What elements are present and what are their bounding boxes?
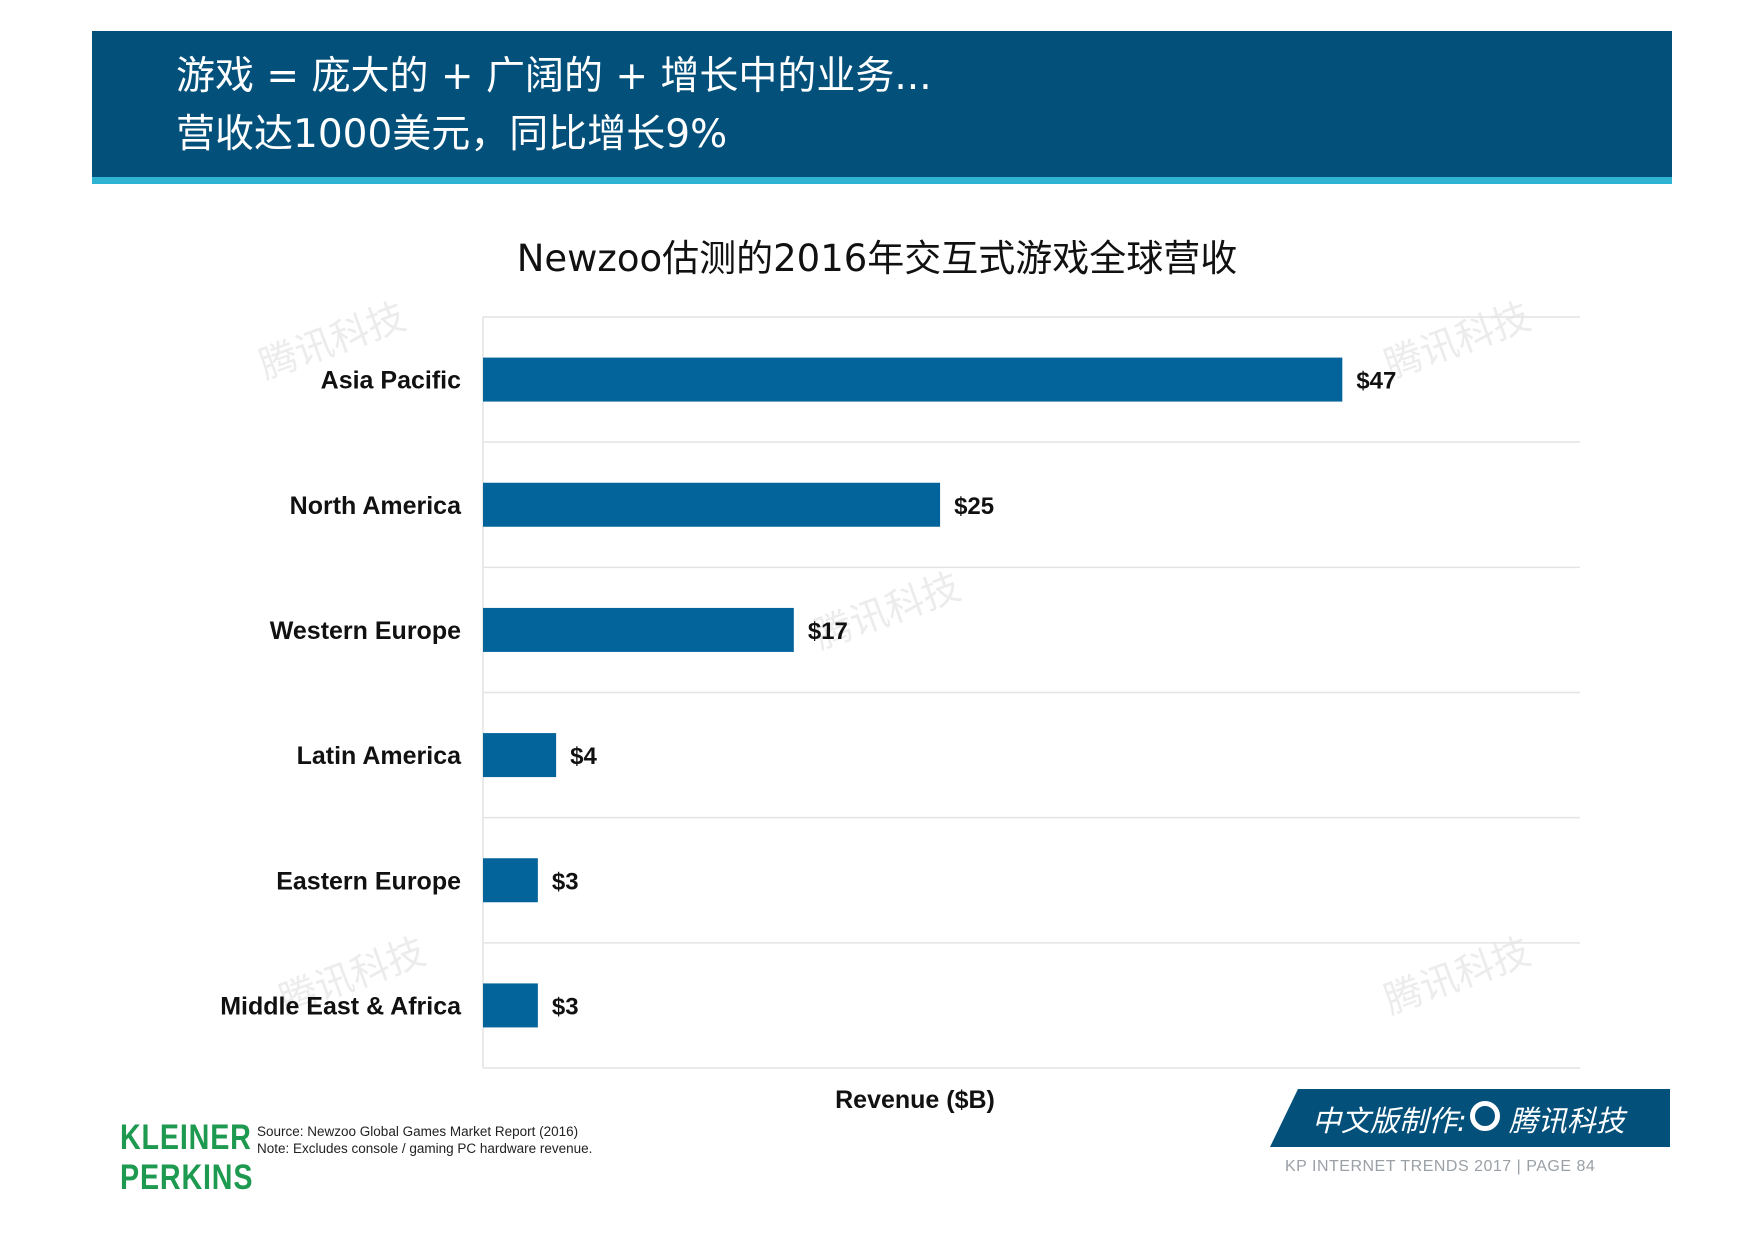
badge-text: 中文版制作: 腾讯科技 xyxy=(1312,1098,1625,1140)
bar xyxy=(483,607,794,652)
logo-line-2: PERKINS xyxy=(120,1158,254,1197)
data-label: $3 xyxy=(552,993,579,1020)
category-label: Eastern Europe xyxy=(276,867,461,895)
header-line-1: 游戏 = 庞大的 + 广阔的 + 增长中的业务... xyxy=(176,54,932,99)
data-label: $17 xyxy=(808,618,848,645)
chart-title: Newzoo估测的2016年交互式游戏全球营收 xyxy=(516,237,1238,280)
bar xyxy=(483,983,538,1028)
category-label: North America xyxy=(290,492,462,520)
bar xyxy=(483,858,538,903)
category-label: Middle East & Africa xyxy=(220,992,462,1020)
bar xyxy=(483,357,1343,402)
badge-brand: 腾讯科技 xyxy=(1508,1104,1625,1138)
data-label: $4 xyxy=(570,743,597,770)
source-note: Source: Newzoo Global Games Market Repor… xyxy=(257,1123,592,1157)
header-line-2: 营收达1000美元，同比增长9% xyxy=(176,112,728,157)
x-axis-label: Revenue ($B) xyxy=(835,1086,995,1114)
header-title: 游戏 = 庞大的 + 广阔的 + 增长中的业务... 营收达1000美元，同比增… xyxy=(176,48,932,164)
header-accent-line xyxy=(92,177,1672,184)
kleiner-perkins-logo: KLEINER PERKINS xyxy=(120,1118,253,1198)
category-label: Western Europe xyxy=(270,617,461,645)
badge-label: 中文版制作: xyxy=(1312,1104,1467,1138)
tencent-logo-icon xyxy=(1470,1101,1500,1131)
bar xyxy=(483,482,941,527)
page-footer: KP INTERNET TRENDS 2017 | PAGE 84 xyxy=(1285,1158,1596,1175)
note-line: Note: Excludes console / gaming PC hardw… xyxy=(257,1141,593,1156)
category-label: Latin America xyxy=(297,742,463,770)
category-label: Asia Pacific xyxy=(321,367,461,395)
bar xyxy=(483,733,557,778)
data-label: $3 xyxy=(552,868,579,895)
logo-line-1: KLEINER xyxy=(120,1118,252,1157)
data-label: $47 xyxy=(1356,368,1396,395)
data-label: $25 xyxy=(954,493,994,520)
source-line: Source: Newzoo Global Games Market Repor… xyxy=(257,1124,579,1139)
header-banner xyxy=(92,31,1672,177)
